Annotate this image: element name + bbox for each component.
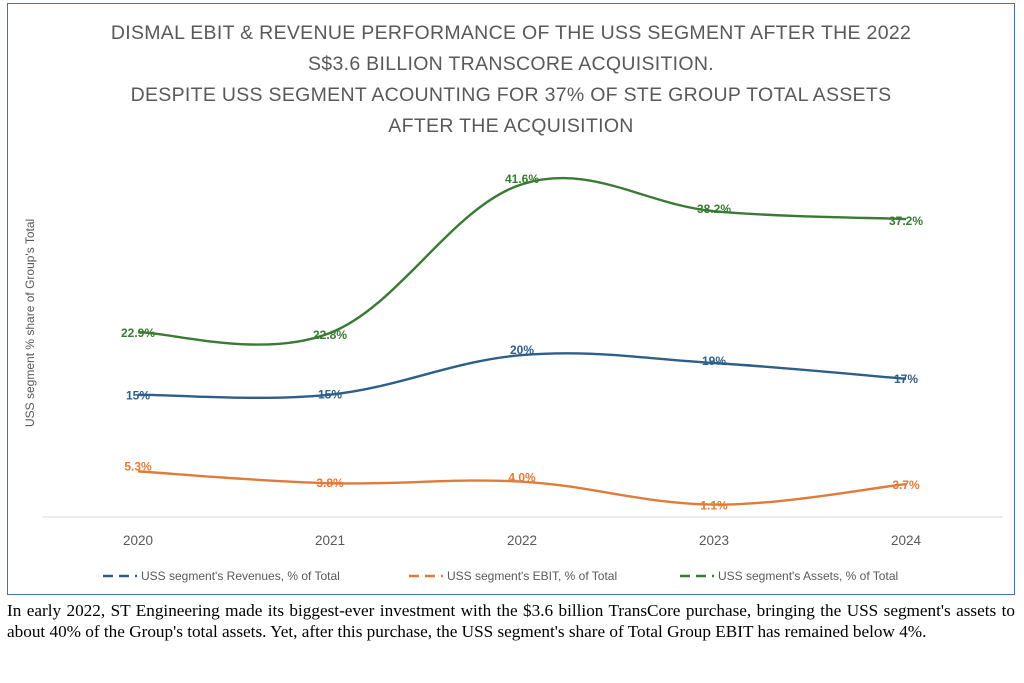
- chart-title: DISMAL EBIT & REVENUE PERFORMANCE OF THE…: [7, 18, 1015, 142]
- x-tick-label: 2021: [315, 533, 345, 548]
- series-line: [137, 352, 907, 400]
- data-label: 17%: [894, 372, 918, 386]
- data-label: 15%: [318, 388, 342, 402]
- data-label: 3.7%: [892, 478, 920, 492]
- data-label: 38.2%: [697, 202, 731, 216]
- legend-label: USS segment's Revenues, % of Total: [141, 569, 340, 583]
- data-label: 1.1%: [700, 499, 728, 513]
- x-tick-label: 2024: [891, 533, 922, 548]
- data-label: 3.8%: [316, 476, 344, 490]
- legend-item-2: USS segment's EBIT, % of Total: [409, 569, 617, 583]
- series-2: 5.3% 3.8% 4.0% 1.1% 3.7%: [124, 459, 920, 512]
- data-label: 20%: [510, 343, 534, 357]
- legend-item-1: USS segment's Revenues, % of Total: [103, 569, 340, 583]
- data-label: 4.0%: [508, 471, 536, 485]
- title-line-1: DISMAL EBIT & REVENUE PERFORMANCE OF THE…: [110, 22, 912, 44]
- series-3: 22.9% 22.8% 41.6% 38.2% 37.2%: [121, 172, 923, 346]
- x-tick-label: 2022: [507, 533, 537, 548]
- data-label: 15%: [126, 389, 150, 403]
- data-label: 41.6%: [505, 172, 539, 186]
- legend-item-3: USS segment's Assets, % of Total: [680, 569, 898, 583]
- line-chart: 15% 15% 20% 19% 17% 5.3% 3.8% 4.0% 1.1% 3.7% 22.9%…: [43, 172, 1003, 583]
- legend-label: USS segment's Assets, % of Total: [718, 569, 898, 583]
- data-label: 37.2%: [889, 214, 923, 228]
- title-line-4: AFTER THE ACQUISITION: [388, 115, 634, 137]
- x-tick-label: 2020: [123, 533, 153, 548]
- chart-frame: [7, 3, 1015, 595]
- legend-label: USS segment's EBIT, % of Total: [447, 569, 617, 583]
- title-line-2: S$3.6 BILLION TRANSCORE ACQUISITION.: [308, 53, 714, 75]
- data-label: 22.8%: [313, 328, 347, 342]
- title-line-3: DESPITE USS SEGMENT ACOUNTING FOR 37% OF…: [130, 84, 892, 106]
- series-line: [137, 176, 907, 346]
- data-label: 19%: [702, 354, 726, 368]
- series-line: [137, 470, 907, 506]
- series-1: 15% 15% 20% 19% 17%: [126, 343, 918, 403]
- data-label: 22.9%: [121, 326, 155, 340]
- data-label: 5.3%: [124, 459, 152, 473]
- x-tick-label: 2023: [699, 533, 729, 548]
- caption-text: In early 2022, ST Engineering made its b…: [7, 601, 1015, 641]
